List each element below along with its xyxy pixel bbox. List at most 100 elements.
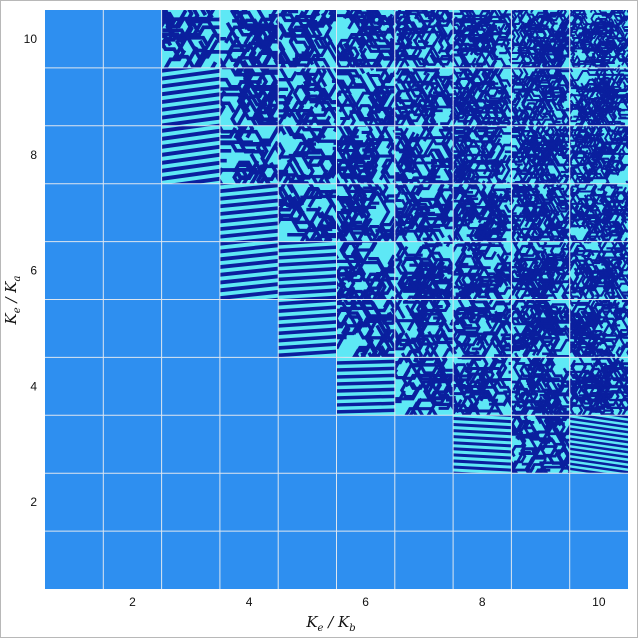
heatmap-cell-x7-y3 — [394, 415, 454, 474]
heatmap-cell-x3-y8 — [161, 125, 220, 184]
heatmap-cell-x7-y10 — [394, 10, 454, 68]
heatmap-cell-x6-y1 — [336, 531, 395, 589]
x-tick-label: 6 — [362, 595, 369, 609]
heatmap-cell-x9-y9 — [511, 67, 570, 126]
heatmap-cell-x7-y7 — [394, 183, 454, 242]
y-axis-label: Ke / Ka — [2, 276, 23, 326]
y-tick-label: 2 — [30, 495, 37, 509]
heatmap-cell-x9-y6 — [511, 241, 570, 300]
heatmap-cell-x4-y8 — [219, 125, 279, 184]
heatmap-cell-x1-y8 — [45, 125, 104, 184]
heatmap-cell-x6-y8 — [336, 125, 395, 184]
heatmap-cell-x8-y6 — [453, 241, 512, 300]
heatmap-cell-x5-y3 — [278, 415, 337, 474]
y-tick-label: 8 — [30, 148, 37, 162]
heatmap-cell-x1-y5 — [45, 299, 104, 358]
heatmap-cell-x4-y5 — [219, 299, 279, 358]
heatmap-cell-x4-y9 — [219, 67, 279, 126]
heatmap-cell-x1-y6 — [45, 241, 104, 300]
heatmap-cell-x2-y3 — [103, 415, 162, 474]
heatmap-cell-x10-y5 — [569, 299, 629, 358]
heatmap-cell-x4-y1 — [219, 531, 279, 589]
heatmap-cell-x4-y2 — [219, 473, 279, 532]
heatmap-cell-x5-y4 — [278, 357, 337, 416]
heatmap-cell-x10-y3 — [569, 415, 629, 474]
heatmap-cell-x2-y2 — [103, 473, 162, 532]
heatmap-cell-x1-y1 — [45, 531, 104, 589]
heatmap-cell-x2-y10 — [103, 10, 162, 68]
y-tick-labels: 2 4 6 8 10 — [24, 32, 38, 509]
heatmap-cell-x8-y10 — [453, 10, 512, 68]
heatmap-cell-x10-y6 — [569, 241, 629, 300]
heatmap-cell-x8-y7 — [453, 183, 512, 242]
heatmap-cell-x2-y7 — [103, 183, 162, 242]
heatmap-cell-x2-y5 — [103, 299, 162, 358]
heatmap-cell-x3-y1 — [161, 531, 220, 589]
heatmap-cell-x2-y9 — [103, 67, 162, 126]
heatmap-cell-x3-y10 — [161, 10, 220, 68]
heatmap-cell-x6-y5 — [336, 299, 395, 358]
heatmap-cells — [45, 10, 629, 589]
heatmap-cell-x9-y1 — [511, 531, 570, 589]
heatmap-cell-x3-y7 — [161, 183, 220, 242]
x-tick-label: 2 — [129, 595, 136, 609]
heatmap-cell-x4-y6 — [219, 241, 279, 300]
heatmap-cell-x1-y10 — [45, 10, 104, 68]
x-axis-label: Ke / Kb — [305, 613, 355, 634]
heatmap-cell-x10-y2 — [569, 473, 628, 532]
heatmap-cell-x6-y9 — [336, 67, 395, 126]
x-tick-labels: 2 4 6 8 10 — [129, 595, 606, 609]
heatmap-cell-x6-y3 — [336, 415, 395, 474]
heatmap-cell-x1-y3 — [45, 415, 104, 474]
heatmap-cell-x3-y4 — [161, 357, 220, 416]
heatmap-cell-x2-y8 — [103, 125, 162, 184]
heatmap-cell-x5-y9 — [278, 67, 337, 126]
heatmap-cell-x10-y9 — [569, 67, 629, 126]
heatmap-cell-x3-y9 — [161, 67, 220, 126]
heatmap-cell-x2-y6 — [103, 241, 162, 300]
grid-lines — [45, 10, 628, 589]
heatmap-cell-x5-y10 — [278, 10, 337, 68]
heatmap-cell-x5-y1 — [278, 531, 337, 589]
heatmap-cell-x7-y6 — [394, 241, 454, 300]
heatmap-cell-x10-y8 — [569, 125, 629, 184]
heatmap-cell-x5-y5 — [278, 299, 337, 358]
heatmap-cell-x3-y5 — [161, 299, 220, 358]
heatmap-cell-x4-y4 — [219, 357, 279, 416]
heatmap-cell-x6-y7 — [336, 183, 395, 242]
y-tick-label: 4 — [30, 379, 37, 393]
heatmap-cell-x3-y6 — [161, 241, 220, 300]
x-tick-label: 8 — [479, 595, 486, 609]
heatmap-cell-x1-y2 — [45, 473, 104, 532]
heatmap-cell-x7-y4 — [394, 357, 454, 416]
heatmap-cell-x10-y1 — [569, 531, 628, 589]
heatmap-cell-x9-y2 — [511, 473, 570, 532]
heatmap-cell-x7-y1 — [394, 531, 454, 589]
heatmap-cell-x9-y4 — [511, 357, 570, 416]
heatmap-cell-x9-y3 — [511, 415, 570, 474]
heatmap-cell-x7-y2 — [394, 473, 454, 532]
heatmap-cell-x9-y5 — [511, 299, 570, 358]
y-tick-label: 10 — [24, 32, 38, 46]
heatmap-cell-x2-y1 — [103, 531, 162, 589]
heatmap-cell-x10-y7 — [569, 183, 629, 242]
heatmap-cell-x8-y1 — [453, 531, 512, 589]
y-tick-label: 6 — [30, 264, 37, 278]
heatmap-cell-x10-y4 — [569, 357, 629, 416]
heatmap-cell-x5-y2 — [278, 473, 337, 532]
heatmap-cell-x1-y7 — [45, 183, 104, 242]
heatmap-cell-x4-y7 — [219, 183, 279, 242]
heatmap-cell-x2-y4 — [103, 357, 162, 416]
heatmap-cell-x8-y3 — [453, 415, 512, 474]
heatmap-cell-x7-y9 — [394, 67, 454, 126]
heatmap-cell-x10-y10 — [569, 10, 629, 68]
heatmap-cell-x7-y8 — [394, 125, 454, 184]
heatmap-cell-x5-y8 — [278, 125, 337, 184]
heatmap-cell-x7-y5 — [394, 299, 454, 358]
heatmap-cell-x1-y9 — [45, 67, 104, 126]
x-tick-label: 10 — [592, 595, 606, 609]
heatmap-cell-x9-y7 — [511, 183, 570, 242]
heatmap-cell-x1-y4 — [45, 357, 104, 416]
